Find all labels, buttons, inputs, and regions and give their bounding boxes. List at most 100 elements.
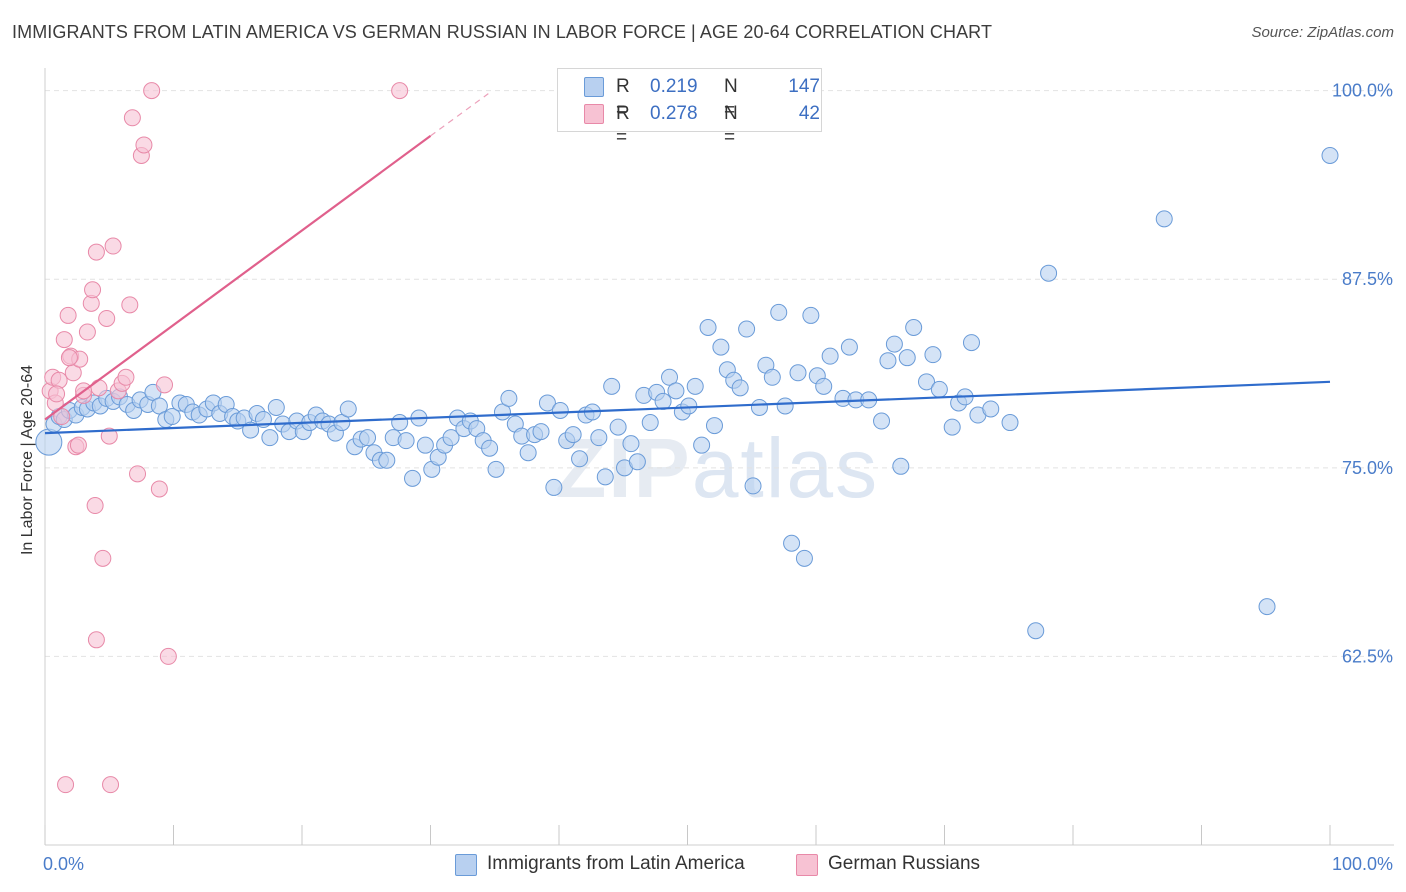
latin-america-point	[667, 382, 685, 400]
latin-america-point	[416, 436, 434, 454]
latin-america-point	[404, 469, 422, 487]
german-russian-point	[159, 647, 177, 665]
latin-america-point	[840, 338, 858, 356]
german-russian-point	[98, 309, 116, 327]
german-russian-point	[59, 306, 77, 324]
x-tick-label: 0.0%	[43, 854, 84, 874]
latin-america-point	[545, 478, 563, 496]
latin-america-point	[339, 400, 357, 418]
latin-america-point	[487, 460, 505, 478]
german-russian-trend-line	[44, 135, 432, 421]
stats-legend: R = 0.219 N = 147 R = 0.278 N = 42	[557, 68, 822, 148]
german-russian-point	[94, 549, 112, 567]
latin-america-point	[641, 414, 659, 432]
latin-america-point	[962, 334, 980, 352]
legend-n-label: N =	[724, 103, 738, 148]
german-russian-point	[156, 376, 174, 394]
latin-america-point	[1001, 414, 1019, 432]
latin-america-point	[789, 364, 807, 382]
legend-swatch-blue	[584, 77, 604, 97]
bottom-legend-swatch-blue	[455, 854, 477, 876]
chart-title: IMMIGRANTS FROM LATIN AMERICA VS GERMAN …	[12, 22, 993, 42]
latin-america-point	[622, 435, 640, 453]
latin-america-point	[795, 549, 813, 567]
latin-america-point	[763, 368, 781, 386]
latin-america-point	[982, 400, 1000, 418]
latin-america-point	[750, 398, 768, 416]
latin-america-point	[892, 457, 910, 475]
latin-america-point	[654, 392, 672, 410]
german-russian-point	[55, 331, 73, 349]
german-russian-point	[57, 776, 75, 794]
latin-america-point	[538, 394, 556, 412]
latin-america-point	[603, 377, 621, 395]
y-tick-label: 75.0%	[1342, 458, 1393, 478]
german-russian-point	[143, 82, 161, 100]
latin-america-point	[571, 450, 589, 468]
latin-america-point	[261, 429, 279, 447]
latin-america-point	[1040, 264, 1058, 282]
german-russian-point	[84, 281, 102, 299]
latin-america-point	[150, 397, 168, 415]
latin-america-point	[699, 319, 717, 337]
latin-america-point	[1321, 147, 1339, 165]
latin-america-point	[744, 477, 762, 495]
german-russian-point	[90, 379, 108, 397]
german-russian-point	[102, 776, 120, 794]
latin-america-point	[712, 338, 730, 356]
latin-america-point	[802, 306, 820, 324]
latin-america-point	[1155, 210, 1173, 228]
latin-america-point	[397, 432, 415, 450]
bottom-legend-swatch-pink	[796, 854, 818, 876]
latin-america-point	[731, 379, 749, 397]
latin-america-point	[815, 377, 833, 395]
german-russian-point	[123, 109, 141, 127]
latin-america-point	[738, 320, 756, 338]
latin-america-point	[905, 319, 923, 337]
latin-america-point	[267, 398, 285, 416]
german-russian-point	[48, 385, 66, 403]
latin-america-point	[500, 389, 518, 407]
german-russian-point	[78, 323, 96, 341]
latin-america-point	[898, 349, 916, 367]
latin-america-point	[590, 429, 608, 447]
latin-america-point	[661, 368, 679, 386]
bottom-legend-label: German Russians	[828, 853, 981, 874]
legend-r-value: 0.278	[650, 103, 698, 124]
latin-america-trend-line	[44, 380, 1331, 435]
legend-r-label: R =	[616, 103, 630, 148]
latin-america-point	[481, 439, 499, 457]
legend-swatch-pink	[584, 104, 604, 124]
latin-america-point	[821, 347, 839, 365]
german-russian-point	[60, 349, 78, 367]
latin-america-point	[943, 418, 961, 436]
y-tick-label: 87.5%	[1342, 269, 1393, 289]
bottom-legend-label: Immigrants from Latin America	[487, 853, 745, 874]
legend-n-value: 42	[798, 103, 820, 124]
latin-america-point	[705, 417, 723, 435]
latin-america-point	[924, 346, 942, 364]
x-tick-label: 100.0%	[1332, 854, 1393, 874]
german-russian-point	[104, 237, 122, 255]
latin-america-point	[519, 444, 537, 462]
latin-america-point	[532, 423, 550, 441]
latin-america-point	[770, 303, 788, 321]
latin-america-point	[873, 412, 891, 430]
german-russian-point	[121, 296, 139, 314]
latin-america-point	[391, 414, 409, 432]
latin-america-point	[1258, 598, 1276, 616]
legend-n-label: N =	[724, 76, 738, 121]
bottom-legend-german-russians: German Russians	[796, 852, 996, 876]
y-tick-label: 100.0%	[1332, 81, 1393, 101]
german-russian-point	[117, 368, 135, 386]
latin-america-point	[378, 451, 396, 469]
latin-america-point	[693, 436, 711, 454]
german-russian-point	[135, 136, 153, 154]
latin-america-point	[609, 418, 627, 436]
latin-america-point	[359, 429, 377, 447]
german-russian-point	[87, 243, 105, 261]
latin-america-point	[680, 397, 698, 415]
latin-america-point	[163, 408, 181, 426]
latin-america-point	[930, 380, 948, 398]
